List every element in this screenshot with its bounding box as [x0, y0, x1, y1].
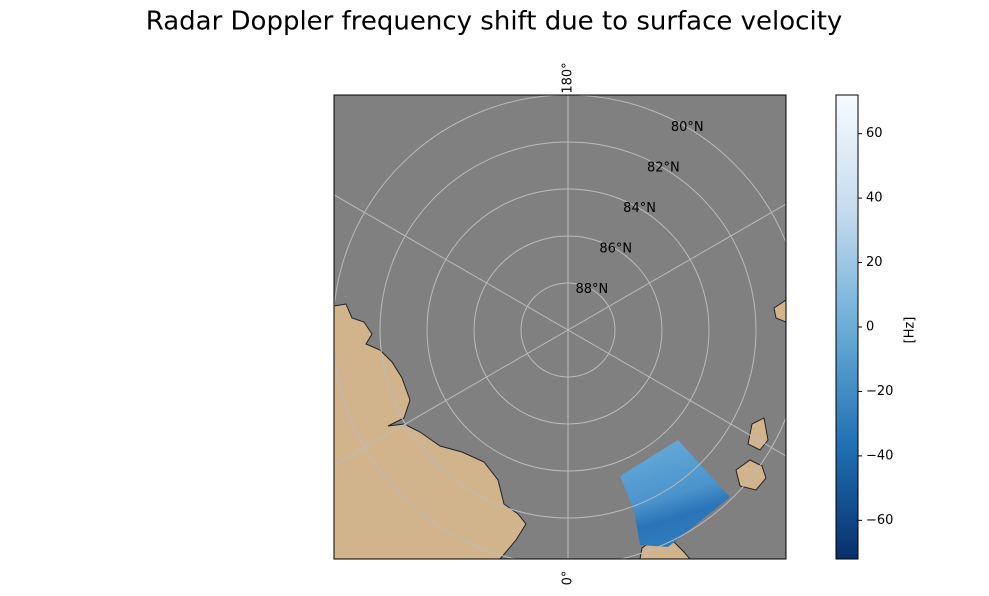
parallel-label: 82°N [647, 161, 680, 176]
map [334, 95, 786, 559]
parallel-label: 88°N [575, 282, 608, 297]
parallel [426, 188, 710, 472]
meridian-label: 0° [561, 571, 576, 586]
colorbar-tick-label: −40 [866, 448, 893, 463]
meridian-label: 180° [561, 62, 576, 93]
colorbar-tick-label: −60 [866, 513, 893, 528]
parallel [379, 141, 757, 519]
title: Radar Doppler frequency shift due to sur… [146, 7, 843, 37]
colorbar-tick-label: −20 [866, 384, 893, 399]
land [747, 417, 769, 451]
colorbar [835, 94, 859, 560]
parallel-label: 80°N [671, 120, 704, 135]
swath [620, 440, 730, 547]
meridian [334, 203, 786, 466]
colorbar-tick-label: 0 [866, 320, 874, 335]
parallel-label: 86°N [599, 242, 632, 257]
colorbar-label: [Hz] [903, 317, 918, 344]
map-frame [333, 94, 787, 560]
colorbar-tick-label: 40 [866, 191, 883, 206]
land [773, 299, 786, 323]
parallel [473, 235, 663, 425]
colorbar-tick-label: 20 [866, 255, 883, 270]
colorbar-tick-label: 60 [866, 126, 883, 141]
parallel [520, 282, 616, 378]
parallel-label: 84°N [623, 201, 656, 216]
